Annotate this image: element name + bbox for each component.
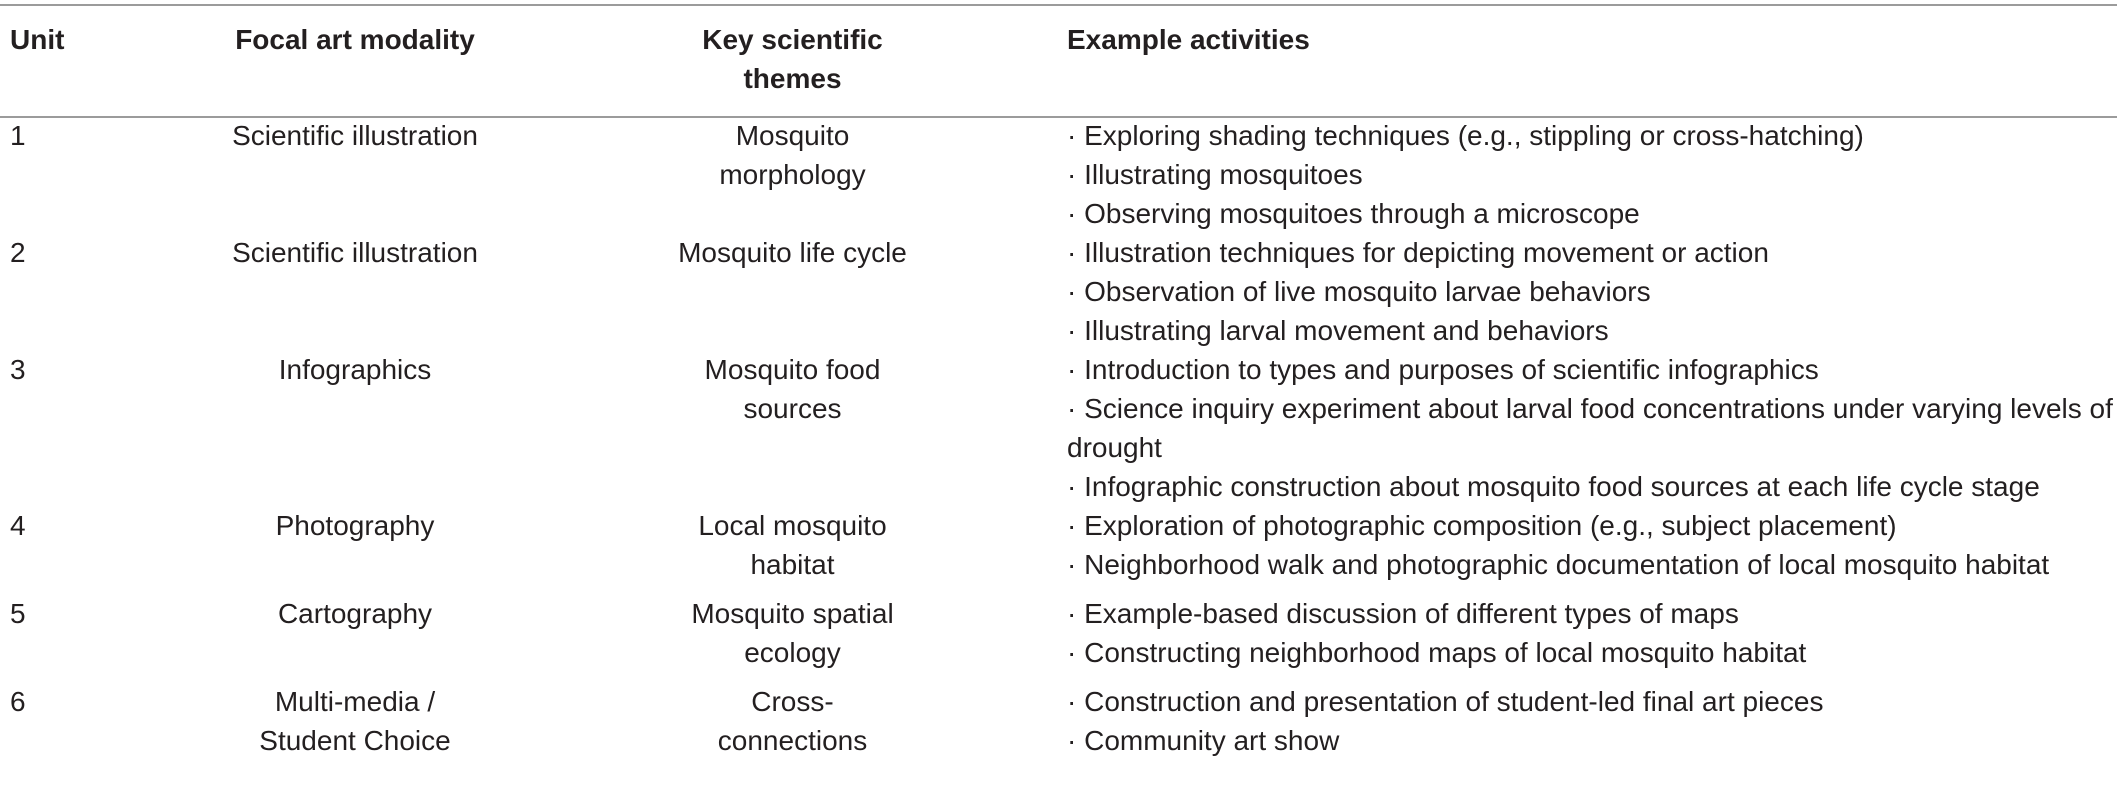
modality-text: Scientific illustration bbox=[232, 237, 478, 268]
themes-cell: Local mosquito habitat bbox=[520, 506, 1065, 594]
activities-cell: · Illustration techniques for depicting … bbox=[1065, 233, 2117, 350]
table-header: Unit Focal art modality Key scientific t… bbox=[0, 6, 2117, 102]
header-row: Unit Focal art modality Key scientific t… bbox=[0, 6, 2117, 102]
themes-cell: Mosquito spatial ecology bbox=[520, 594, 1065, 682]
activity-item: · Observation of live mosquito larvae be… bbox=[1067, 276, 1651, 307]
activity-item: · Construction and presentation of stude… bbox=[1067, 686, 1824, 717]
unit-cell: 4 bbox=[10, 510, 26, 541]
column-header-modality: Focal art modality bbox=[235, 24, 475, 55]
activity-item: · Illustrating larval movement and behav… bbox=[1067, 315, 1609, 346]
activity-item: · Example-based discussion of different … bbox=[1067, 598, 1739, 629]
column-header-unit: Unit bbox=[10, 24, 65, 55]
modality-text: Scientific illustration bbox=[232, 120, 478, 151]
activity-item: · Exploring shading techniques (e.g., st… bbox=[1067, 120, 1864, 151]
unit-cell: 3 bbox=[10, 354, 26, 385]
table-row: 6 Multi-media / Student Choice Cross-con… bbox=[0, 682, 2117, 770]
activity-item: · Infographic construction about mosquit… bbox=[1067, 471, 2040, 502]
unit-cell: 1 bbox=[10, 120, 26, 151]
modality-cell: Photography bbox=[190, 506, 520, 594]
curriculum-table: Unit Focal art modality Key scientific t… bbox=[0, 6, 2117, 770]
unit-cell: 6 bbox=[10, 686, 26, 717]
modality-cell: Infographics bbox=[190, 350, 520, 506]
column-header-activities: Example activities bbox=[1067, 24, 1310, 55]
modality-cell: Multi-media / Student Choice bbox=[190, 682, 520, 770]
activity-item: · Illustrating mosquitoes bbox=[1067, 159, 1363, 190]
modality-cell: Scientific illustration bbox=[190, 102, 520, 233]
activity-item: · Neighborhood walk and photographic doc… bbox=[1067, 549, 2050, 580]
activity-item: · Illustration techniques for depicting … bbox=[1067, 237, 1769, 268]
themes-cell: Mosquito food sources bbox=[520, 350, 1065, 506]
unit-cell: 5 bbox=[10, 598, 26, 629]
activities-cell: · Exploring shading techniques (e.g., st… bbox=[1065, 102, 2117, 233]
modality-text: Infographics bbox=[278, 354, 432, 385]
modality-cell: Scientific illustration bbox=[190, 233, 520, 350]
table-body: 1 Scientific illustration Mosquito morph… bbox=[0, 102, 2117, 770]
table-top-rule bbox=[0, 4, 2117, 6]
column-header-themes: Key scientific themes bbox=[520, 6, 1065, 102]
themes-cell: Cross-connections bbox=[520, 682, 1065, 770]
table-row: 4 Photography Local mosquito habitat · E… bbox=[0, 506, 2117, 594]
themes-cell: Mosquito life cycle bbox=[520, 233, 1065, 350]
themes-cell: Mosquito morphology bbox=[520, 102, 1065, 233]
themes-text: Mosquito life cycle bbox=[678, 237, 907, 268]
modality-text: Multi-media / Student Choice bbox=[259, 686, 451, 756]
activities-cell: · Exploration of photographic compositio… bbox=[1065, 506, 2117, 594]
activity-item: · Exploration of photographic compositio… bbox=[1067, 510, 1897, 541]
activity-item: · Community art show bbox=[1067, 725, 1340, 756]
themes-text: Cross-connections bbox=[717, 686, 868, 756]
column-header-themes-label: Key scientific themes bbox=[702, 24, 883, 94]
activity-item: · Introduction to types and purposes of … bbox=[1067, 354, 1819, 385]
activities-cell: · Example-based discussion of different … bbox=[1065, 594, 2117, 682]
themes-text: Mosquito spatial ecology bbox=[691, 598, 894, 668]
table-row: 3 Infographics Mosquito food sources · I… bbox=[0, 350, 2117, 506]
modality-cell: Cartography bbox=[190, 594, 520, 682]
activity-item: · Science inquiry experiment about larva… bbox=[1067, 393, 2113, 463]
activities-cell: · Introduction to types and purposes of … bbox=[1065, 350, 2117, 506]
themes-text: Mosquito food sources bbox=[704, 354, 881, 424]
activity-item: · Constructing neighborhood maps of loca… bbox=[1067, 637, 1807, 668]
themes-text: Mosquito morphology bbox=[719, 120, 866, 190]
unit-cell: 2 bbox=[10, 237, 26, 268]
header-divider-rule bbox=[0, 116, 2117, 118]
activities-cell: · Construction and presentation of stude… bbox=[1065, 682, 2117, 770]
modality-text: Photography bbox=[275, 510, 435, 541]
activity-item: · Observing mosquitoes through a microsc… bbox=[1067, 198, 1640, 229]
table-row: 1 Scientific illustration Mosquito morph… bbox=[0, 102, 2117, 233]
modality-text: Cartography bbox=[277, 598, 433, 629]
themes-text: Local mosquito habitat bbox=[698, 510, 887, 580]
table-row: 5 Cartography Mosquito spatial ecology ·… bbox=[0, 594, 2117, 682]
table-row: 2 Scientific illustration Mosquito life … bbox=[0, 233, 2117, 350]
